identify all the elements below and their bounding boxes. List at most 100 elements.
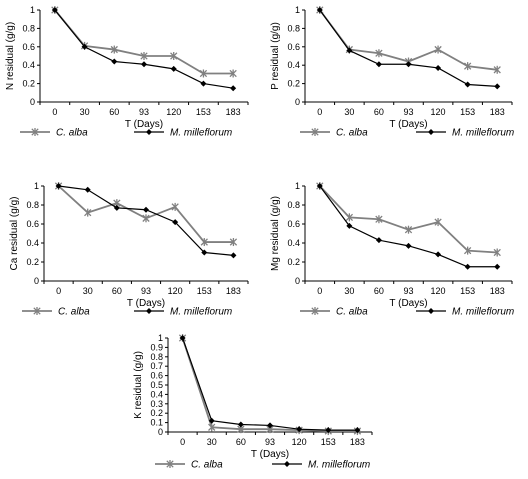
series-c-alba xyxy=(316,182,501,257)
y-tick-label: 0 xyxy=(295,97,300,107)
data-point xyxy=(463,62,472,71)
x-tick-label: 153 xyxy=(460,286,475,296)
y-tick-label: 0.8 xyxy=(26,200,39,210)
y-tick-label: 0.6 xyxy=(287,42,300,52)
y-tick-label: 0.2 xyxy=(22,79,35,89)
data-point xyxy=(230,252,237,259)
x-tick-label: 30 xyxy=(344,286,354,296)
x-tick-label: 30 xyxy=(344,107,354,117)
y-axis-title: Mg residual (g/g) xyxy=(270,196,281,271)
series-m-milleflorum xyxy=(55,183,237,259)
data-point xyxy=(141,61,147,68)
legend-swatch-marker xyxy=(146,129,152,135)
data-point xyxy=(200,238,208,247)
chart-panel-1: 0 0.2 0.4 0.6 0.8 1 0 30 60 93 120 153 183 T (Days) N … xyxy=(5,5,249,139)
legend-swatch-marker xyxy=(311,307,319,315)
y-tick-label: 0.8 xyxy=(150,352,163,362)
x-tick-label: 60 xyxy=(112,286,122,296)
legend-label: M. milleflorum xyxy=(170,128,232,139)
data-point xyxy=(404,225,413,234)
data-point xyxy=(316,7,323,13)
y-tick-label: 0.4 xyxy=(287,238,300,248)
y-tick-label: 1 xyxy=(30,5,35,15)
x-tick-label: 120 xyxy=(168,286,183,296)
data-point xyxy=(464,263,471,270)
data-point xyxy=(325,427,332,434)
x-tick-label: 183 xyxy=(350,437,365,447)
x-axis-title: T (Days) xyxy=(127,298,165,309)
data-point xyxy=(170,52,178,60)
legend-label: M. milleflorum xyxy=(170,307,232,318)
y-tick-label: 0 xyxy=(30,97,35,107)
data-point xyxy=(494,263,501,270)
x-tick-label: 93 xyxy=(403,107,413,117)
data-point xyxy=(171,202,179,211)
data-point xyxy=(81,43,88,50)
x-tick-label: 153 xyxy=(197,286,212,296)
chart-panel-3: 0 0.2 0.4 0.6 0.8 1 0 30 60 93 120 153 183 T (Days) Ca… xyxy=(9,181,249,318)
x-tick-label: 93 xyxy=(141,286,151,296)
data-point xyxy=(179,335,186,341)
x-tick-label: 93 xyxy=(403,286,413,296)
legend-swatch-marker xyxy=(33,307,41,315)
legend-label: C. alba xyxy=(336,307,368,318)
data-point xyxy=(208,423,216,432)
y-tick-label: 0.6 xyxy=(22,42,35,52)
x-tick-label: 0 xyxy=(180,437,185,447)
y-tick-label: 0.4 xyxy=(22,60,35,70)
legend-label: C. alba xyxy=(58,307,90,318)
data-point xyxy=(201,249,208,256)
data-point xyxy=(267,422,273,429)
y-tick-label: 0.6 xyxy=(26,219,39,229)
data-point xyxy=(354,427,361,434)
series-m-milleflorum xyxy=(316,183,501,270)
series-line xyxy=(181,337,358,432)
data-point xyxy=(110,45,118,54)
chart-panel-5: 00.10.20.30.40.50.60.70.80.910 30 60 93 120 1… xyxy=(133,333,373,471)
data-point xyxy=(375,215,383,224)
chart-legend: C. alba M. milleflorum xyxy=(22,307,232,318)
chart-legend: C. alba M. milleflorum xyxy=(20,128,232,139)
x-axis-title: T (Days) xyxy=(389,119,427,130)
x-tick-label: 30 xyxy=(207,437,217,447)
data-point xyxy=(208,417,215,424)
legend-label: M. milleflorum xyxy=(308,460,370,471)
y-tick-label: 1 xyxy=(295,5,300,15)
data-point xyxy=(237,421,244,428)
x-tick-label: 0 xyxy=(317,286,322,296)
x-tick-label: 183 xyxy=(226,286,241,296)
data-point xyxy=(172,219,179,226)
y-axis-title: P residual (g/g) xyxy=(270,22,281,90)
x-tick-label: 120 xyxy=(292,437,307,447)
y-tick-label: 0.2 xyxy=(150,408,163,418)
series-c-alba xyxy=(54,182,238,247)
y-axis-title: Ca residual (g/g) xyxy=(9,197,20,271)
y-tick-label: 0.4 xyxy=(287,60,300,70)
y-tick-label: 0 xyxy=(295,276,300,286)
data-point xyxy=(435,64,442,71)
data-point xyxy=(434,218,442,227)
x-axis-title: T (Days) xyxy=(125,119,163,130)
y-tick-label: 0.8 xyxy=(287,23,300,33)
x-tick-label: 183 xyxy=(490,107,505,117)
x-axis-title: T (Days) xyxy=(251,449,289,460)
legend-label: M. milleflorum xyxy=(452,307,514,318)
chart-panel-4: 0 0.2 0.4 0.6 0.8 1 0 30 60 93 120 153 183 T (Days) Mg… xyxy=(270,181,514,318)
y-tick-label: 0 xyxy=(158,427,163,437)
series-line xyxy=(319,9,498,87)
x-tick-label: 153 xyxy=(460,107,475,117)
data-point xyxy=(229,69,237,78)
legend-label: C. alba xyxy=(336,128,368,139)
x-tick-label: 93 xyxy=(139,107,149,117)
y-tick-label: 0.7 xyxy=(150,361,163,371)
x-tick-label: 0 xyxy=(56,286,61,296)
legend-swatch-marker xyxy=(311,128,319,136)
y-tick-label: 0.4 xyxy=(150,389,163,399)
data-point xyxy=(405,61,412,68)
y-tick-label: 0.5 xyxy=(150,380,163,390)
legend-swatch-marker xyxy=(146,308,152,314)
series-line xyxy=(319,185,498,254)
y-tick-label: 0.2 xyxy=(287,257,300,267)
data-point xyxy=(375,61,382,68)
data-point xyxy=(230,85,237,92)
